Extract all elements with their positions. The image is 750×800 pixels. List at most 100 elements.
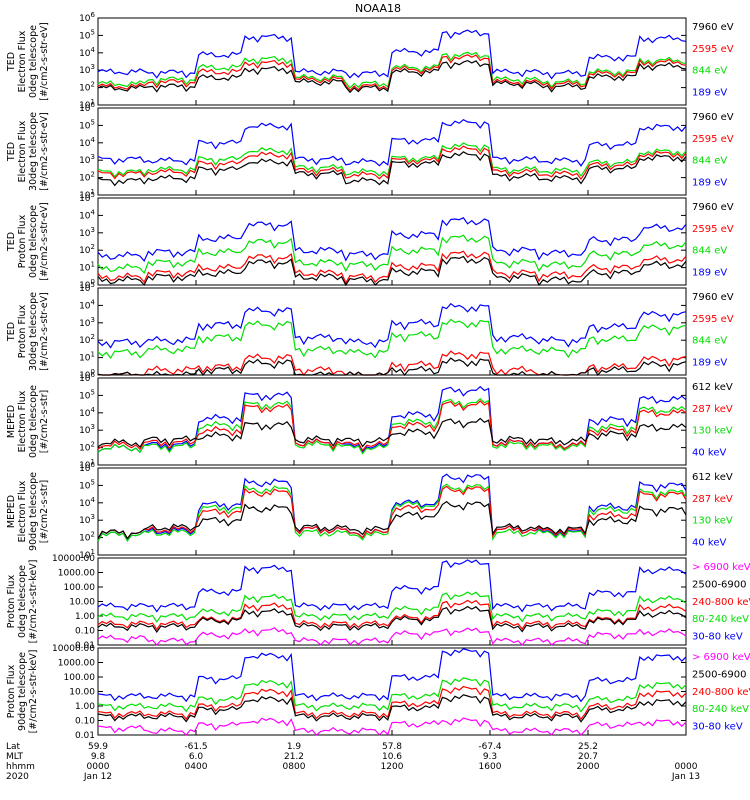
legend-entry: 2595 eV bbox=[692, 134, 734, 145]
y-tick-label: 101 bbox=[79, 261, 95, 274]
plot-title: NOAA18 bbox=[355, 2, 401, 15]
y-axis-label: 0deg telescope bbox=[17, 565, 28, 638]
legend-entry: 2595 eV bbox=[692, 314, 734, 325]
legend-entry: 844 eV bbox=[692, 66, 727, 77]
y-axis-label: [#/cm2-s-str] bbox=[39, 480, 50, 543]
series-line bbox=[97, 591, 687, 623]
x-tick-label: 57.8 bbox=[382, 742, 402, 752]
y-tick-label: 102 bbox=[79, 81, 95, 94]
y-tick-label: 1000.00 bbox=[58, 659, 95, 669]
legend-entry: 844 eV bbox=[692, 156, 727, 167]
series-line bbox=[97, 318, 687, 360]
x-tick-label: 9.3 bbox=[483, 752, 497, 762]
y-tick-label: 103 bbox=[79, 423, 95, 436]
y-tick-label: 106 bbox=[79, 11, 95, 24]
y-tick-label: 10000.00 bbox=[52, 554, 95, 564]
series-line bbox=[97, 145, 687, 181]
y-axis-label: 0deg telescope bbox=[28, 25, 39, 98]
y-tick-label: 100.00 bbox=[64, 673, 96, 683]
series-line bbox=[97, 485, 687, 540]
y-tick-label: 10000.00 bbox=[52, 644, 95, 654]
legend-entry: 7960 eV bbox=[692, 292, 734, 303]
legend-entry: 612 keV bbox=[692, 382, 733, 393]
x-tick-label: Jan 13 bbox=[671, 772, 700, 782]
y-tick-label: 0.10 bbox=[75, 627, 95, 637]
y-axis-label: Proton Flux bbox=[6, 574, 17, 628]
y-tick-label: 105 bbox=[79, 28, 95, 41]
legend-entry: 189 eV bbox=[692, 267, 727, 278]
series-line bbox=[97, 118, 687, 167]
x-tick-label: 25.2 bbox=[578, 742, 598, 752]
legend-entry: 30-80 keV bbox=[692, 722, 743, 733]
series-line bbox=[97, 648, 687, 703]
y-axis-label: [#/cm2-s-str-eV] bbox=[39, 22, 50, 101]
x-tick-label: 0000 bbox=[87, 762, 110, 772]
legend-entry: 130 keV bbox=[692, 426, 733, 437]
legend-entry: 287 keV bbox=[692, 404, 733, 415]
legend-entry: 2500-6900 bbox=[692, 669, 747, 680]
y-axis-label: Electron Flux bbox=[17, 390, 28, 452]
y-axis-label: Proton Flux bbox=[6, 664, 17, 718]
series-line bbox=[97, 694, 687, 723]
x-row-label: MLT bbox=[6, 752, 24, 762]
legend-entry: 844 eV bbox=[692, 246, 727, 257]
legend-entry: 80-240 keV bbox=[692, 614, 749, 625]
series-line bbox=[97, 685, 687, 721]
y-tick-label: 104 bbox=[79, 496, 95, 509]
series-line bbox=[97, 151, 687, 187]
y-axis-label: MEPED bbox=[6, 405, 17, 438]
y-tick-label: 102 bbox=[79, 441, 95, 454]
y-axis-label: [#/cm2-s-str-eV] bbox=[39, 292, 50, 371]
y-axis-label: Proton Flux bbox=[17, 214, 28, 268]
y-tick-label: 104 bbox=[79, 46, 95, 59]
y-tick-label: 1.00 bbox=[75, 612, 95, 622]
x-tick-label: -61.5 bbox=[184, 742, 207, 752]
y-tick-label: 102 bbox=[79, 333, 95, 346]
legend-entry: 2595 eV bbox=[692, 44, 734, 55]
y-axis-label: TED bbox=[6, 52, 17, 72]
y-axis-label: Proton Flux bbox=[17, 304, 28, 358]
legend-entry: 7960 eV bbox=[692, 112, 734, 123]
y-tick-label: 104 bbox=[79, 298, 95, 311]
series-line bbox=[97, 397, 687, 455]
y-tick-label: 103 bbox=[79, 513, 95, 526]
legend-entry: 130 keV bbox=[692, 516, 733, 527]
y-axis-label: 90deg telescope bbox=[28, 472, 39, 551]
x-tick-label: 1600 bbox=[479, 762, 502, 772]
y-tick-label: 103 bbox=[79, 226, 95, 239]
x-row-label: hhmm bbox=[6, 762, 35, 772]
y-axis-label: [#/cm2-s-str-eV] bbox=[39, 202, 50, 281]
y-axis-label: 30deg telescope bbox=[28, 292, 39, 371]
panel-frame bbox=[97, 377, 687, 466]
y-tick-label: 103 bbox=[79, 153, 95, 166]
y-tick-label: 104 bbox=[79, 406, 95, 419]
legend-entry: 189 eV bbox=[692, 87, 727, 98]
y-axis-label: Electron Flux bbox=[17, 480, 28, 542]
legend-entry: 189 eV bbox=[692, 177, 727, 188]
series-line bbox=[97, 142, 687, 178]
y-axis-label: 0deg telescope bbox=[28, 385, 39, 458]
series-line bbox=[97, 255, 687, 287]
legend-entry: 2500-6900 bbox=[692, 579, 747, 590]
y-tick-label: 104 bbox=[79, 136, 95, 149]
y-tick-label: 1.00 bbox=[75, 702, 95, 712]
y-axis-label: TED bbox=[6, 142, 17, 162]
y-tick-label: 0.01 bbox=[75, 641, 95, 651]
series-line bbox=[97, 217, 687, 263]
series-line bbox=[97, 385, 687, 454]
series-line bbox=[97, 54, 687, 92]
y-axis-label: TED bbox=[6, 232, 17, 252]
y-tick-label: 104 bbox=[79, 208, 95, 221]
x-tick-label: Jan 12 bbox=[83, 772, 112, 782]
series-line bbox=[97, 483, 687, 542]
y-tick-label: 10.00 bbox=[69, 688, 95, 698]
x-tick-label: 1200 bbox=[381, 762, 404, 772]
y-axis-label: 30deg telescope bbox=[28, 112, 39, 191]
y-tick-label: 103 bbox=[79, 316, 95, 329]
x-tick-label: 20.7 bbox=[578, 752, 598, 762]
x-tick-label: 0800 bbox=[283, 762, 306, 772]
